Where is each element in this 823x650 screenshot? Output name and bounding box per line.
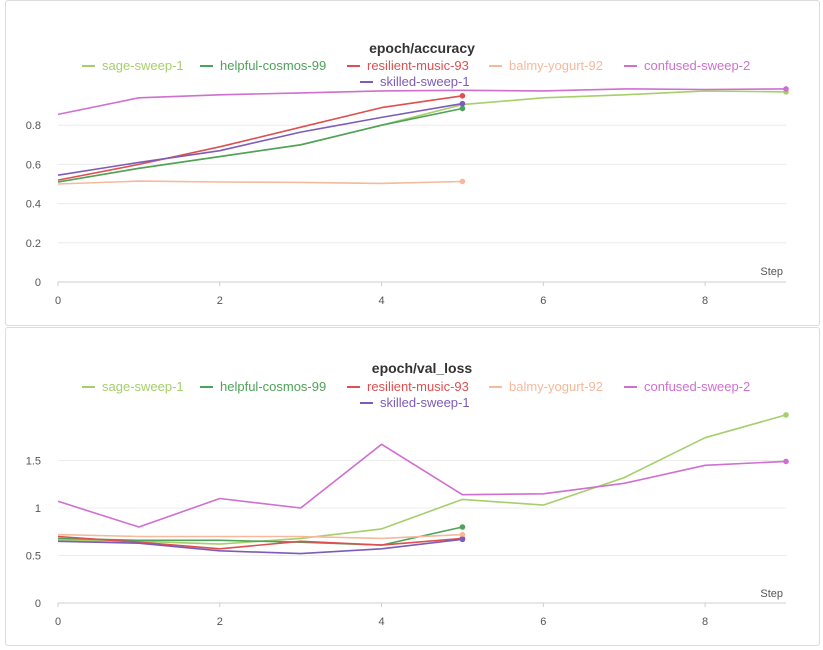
accuracy-chart: epoch/accuracy 0 0.2 0.4 0.6 0.8 0 2 4 6 8 Step sage… bbox=[26, 40, 789, 307]
y-tick-label: 0.5 bbox=[26, 551, 41, 563]
series-line-balmy-yogurt-92[interactable] bbox=[57, 180, 463, 185]
series-endpoint-balmy-yogurt-92[interactable] bbox=[459, 531, 466, 538]
legend-label: balmy-yogurt-92 bbox=[509, 58, 603, 73]
y-tick-label: 0.2 bbox=[26, 238, 41, 250]
legend-label: resilient-music-93 bbox=[367, 58, 469, 73]
chart-title: epoch/val_loss bbox=[372, 360, 473, 376]
legend-item[interactable]: sage-sweep-1 bbox=[82, 58, 184, 73]
series-line-balmy-yogurt-92[interactable] bbox=[57, 533, 463, 540]
y-tick-label: 1.5 bbox=[26, 456, 41, 468]
legend-item[interactable]: helpful-cosmos-99 bbox=[200, 379, 326, 394]
x-tick-label: 0 bbox=[55, 616, 61, 628]
legend-item[interactable]: balmy-yogurt-92 bbox=[489, 58, 603, 73]
legend-item[interactable]: skilled-sweep-1 bbox=[360, 74, 470, 89]
val-loss-chart-panel: epoch/val_loss 0 0.5 1 1.5 0 2 4 6 8 Step sage-swee… bbox=[5, 327, 820, 646]
legend-item[interactable]: resilient-music-93 bbox=[347, 58, 469, 73]
x-axis-label: Step bbox=[760, 588, 783, 600]
x-tick-label: 4 bbox=[378, 616, 384, 628]
series-line-skilled-sweep-1[interactable] bbox=[57, 102, 463, 176]
legend-item[interactable]: balmy-yogurt-92 bbox=[489, 379, 603, 394]
y-tick-label: 0.6 bbox=[26, 159, 41, 171]
series-endpoint-skilled-sweep-1[interactable] bbox=[459, 536, 466, 543]
x-tick-label: 0 bbox=[55, 295, 61, 307]
legend-label: confused-sweep-2 bbox=[644, 379, 750, 394]
legend-label: resilient-music-93 bbox=[367, 379, 469, 394]
legend-label: helpful-cosmos-99 bbox=[220, 379, 326, 394]
accuracy-chart-panel: epoch/accuracy 0 0.2 0.4 0.6 0.8 0 2 4 6 8 Step sage… bbox=[5, 0, 820, 326]
legend-label: skilled-sweep-1 bbox=[380, 395, 470, 410]
x-tick-label: 8 bbox=[702, 295, 708, 307]
series-line-sage-sweep-1[interactable] bbox=[57, 414, 787, 545]
legend-label: balmy-yogurt-92 bbox=[509, 379, 603, 394]
series-line-confused-sweep-2[interactable] bbox=[57, 88, 787, 116]
y-tick-label: 0.8 bbox=[26, 120, 41, 132]
x-tick-label: 8 bbox=[702, 616, 708, 628]
x-tick-label: 6 bbox=[540, 616, 546, 628]
series-endpoint-balmy-yogurt-92[interactable] bbox=[459, 178, 466, 185]
legend-label: confused-sweep-2 bbox=[644, 58, 750, 73]
series-endpoint-sage-sweep-1[interactable] bbox=[783, 412, 789, 418]
legend-item[interactable]: confused-sweep-2 bbox=[624, 379, 750, 394]
val-loss-chart: epoch/val_loss 0 0.5 1 1.5 0 2 4 6 8 Step sage-swee… bbox=[26, 360, 789, 628]
legend-label: sage-sweep-1 bbox=[102, 58, 184, 73]
y-tick-label: 1 bbox=[35, 503, 41, 515]
legend-label: sage-sweep-1 bbox=[102, 379, 184, 394]
y-tick-label: 0 bbox=[35, 277, 41, 289]
series-line-sage-sweep-1[interactable] bbox=[57, 90, 787, 183]
legend-item[interactable]: sage-sweep-1 bbox=[82, 379, 184, 394]
series-line-helpful-cosmos-99[interactable] bbox=[57, 526, 463, 546]
series-endpoint-confused-sweep-2[interactable] bbox=[783, 458, 789, 465]
chart-title: epoch/accuracy bbox=[369, 40, 475, 56]
series-line-confused-sweep-2[interactable] bbox=[57, 443, 787, 528]
series-line-skilled-sweep-1[interactable] bbox=[57, 538, 463, 555]
series-line-resilient-music-93[interactable] bbox=[57, 535, 463, 550]
legend-item[interactable]: confused-sweep-2 bbox=[624, 58, 750, 73]
y-tick-label: 0.4 bbox=[26, 199, 41, 211]
x-tick-label: 2 bbox=[217, 295, 223, 307]
legend-label: helpful-cosmos-99 bbox=[220, 58, 326, 73]
series-endpoint-resilient-music-93[interactable] bbox=[459, 93, 466, 99]
x-axis-label: Step bbox=[760, 266, 783, 278]
x-tick-label: 6 bbox=[540, 295, 546, 307]
legend-item[interactable]: resilient-music-93 bbox=[347, 379, 469, 394]
series-endpoint-skilled-sweep-1[interactable] bbox=[459, 100, 466, 107]
x-tick-label: 2 bbox=[217, 616, 223, 628]
legend-item[interactable]: skilled-sweep-1 bbox=[360, 395, 470, 410]
series-endpoint-helpful-cosmos-99[interactable] bbox=[459, 105, 466, 112]
x-tick-label: 4 bbox=[378, 295, 384, 307]
series-line-resilient-music-93[interactable] bbox=[57, 95, 463, 181]
legend-label: skilled-sweep-1 bbox=[380, 74, 470, 89]
legend-item[interactable]: helpful-cosmos-99 bbox=[200, 58, 326, 73]
y-tick-label: 0 bbox=[35, 598, 41, 610]
series-endpoint-helpful-cosmos-99[interactable] bbox=[459, 524, 466, 530]
series-line-helpful-cosmos-99[interactable] bbox=[57, 107, 463, 183]
series-endpoint-confused-sweep-2[interactable] bbox=[783, 86, 789, 92]
